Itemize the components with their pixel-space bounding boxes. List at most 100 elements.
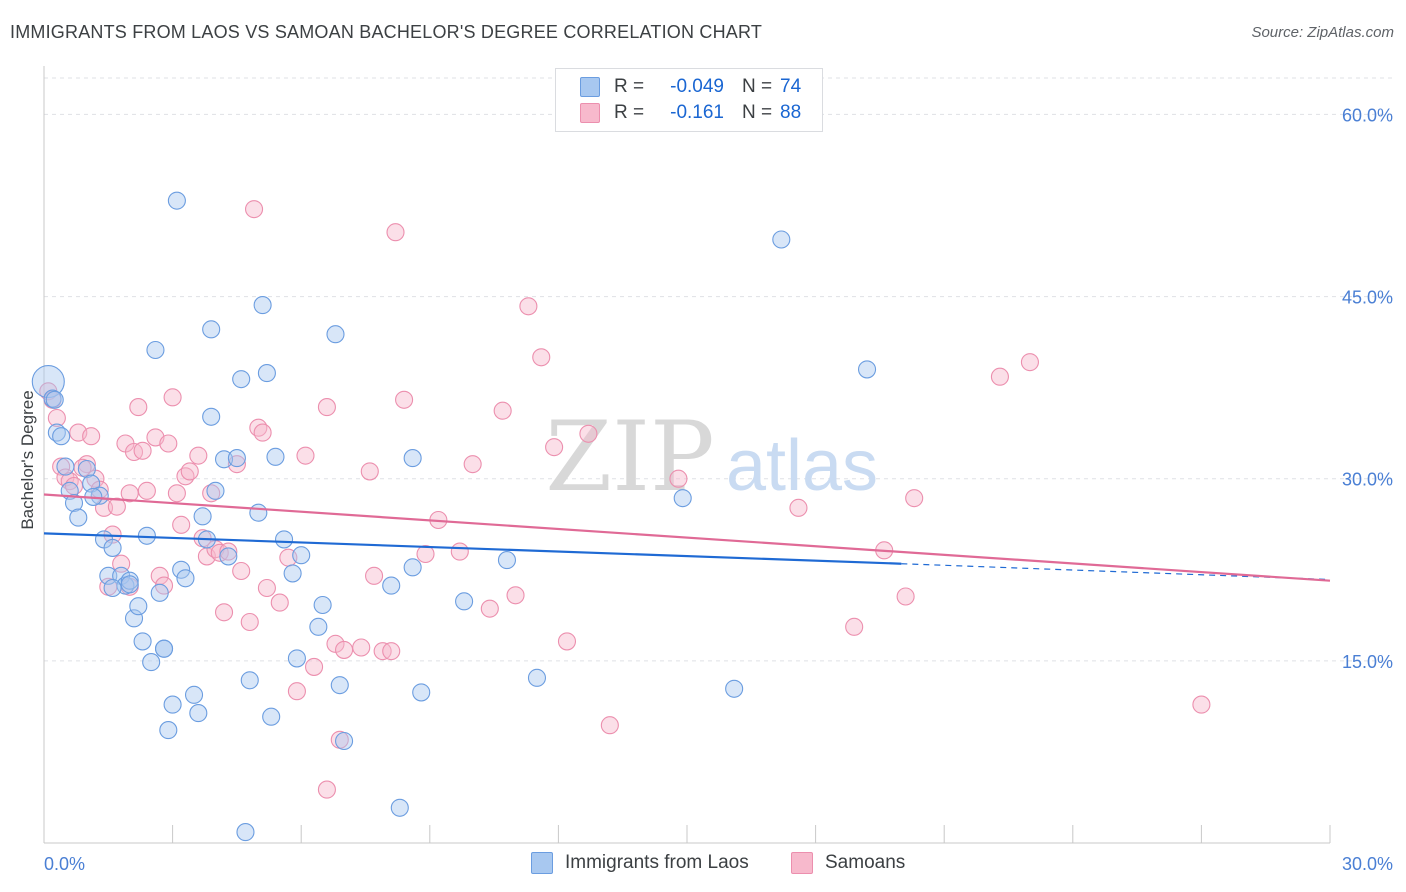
samoans-point [257, 578, 276, 598]
laos-point [253, 296, 272, 315]
series-laos [31, 191, 877, 842]
samoans-point [789, 498, 808, 517]
legend-n-value: 88 [780, 102, 802, 123]
laos-point [275, 530, 294, 549]
laos-point [403, 558, 422, 577]
samoans-point [270, 593, 289, 612]
laos-point [64, 493, 84, 513]
samoans-point [382, 642, 401, 661]
samoans-point [669, 469, 688, 488]
samoans-point [506, 586, 525, 605]
watermark: ZIP atlas [545, 401, 878, 513]
bottom-legend-label-samoans: Samoans [825, 852, 906, 873]
axes [43, 66, 1331, 844]
laos-point [124, 609, 144, 628]
legend-row-samoans: R = -0.161 N = 88 [580, 101, 801, 125]
trend-line-laos [43, 532, 902, 565]
samoans-point [317, 398, 336, 417]
legend-row-laos: R = -0.049 N = 74 [580, 75, 801, 99]
samoans-point [129, 398, 148, 417]
samoans-point [1020, 353, 1039, 372]
samoans-point [180, 462, 199, 481]
samoans-point [600, 716, 619, 735]
tick-labels: 15.0% 30.0% 45.0% 60.0% 0.0% 30.0% [44, 105, 1393, 874]
samoans-point [189, 446, 208, 465]
samoans-point [519, 297, 538, 316]
samoans-point [296, 446, 315, 465]
laos-point [103, 538, 122, 557]
laos-point [772, 230, 791, 249]
samoans-point [159, 434, 178, 453]
samoans-point [463, 455, 482, 474]
laos-point [725, 679, 744, 698]
trend-lines [43, 493, 1331, 582]
legend-r-value: -0.049 [670, 76, 724, 97]
trend-line-samoans [43, 493, 1331, 582]
x-tick-label: 0.0% [44, 854, 85, 874]
y-tick-label: 45.0% [1342, 288, 1393, 308]
laos-point [31, 365, 65, 399]
samoans-point [480, 599, 499, 618]
samoans-point [990, 367, 1009, 386]
y-tick-label: 30.0% [1342, 470, 1393, 490]
laos-point [330, 676, 349, 695]
laos-point [163, 695, 182, 714]
laos-point [227, 449, 246, 468]
laos-point [219, 547, 238, 566]
samoans-point [896, 587, 915, 606]
laos-point [527, 668, 547, 687]
laos-point [172, 560, 191, 579]
laos-point [249, 503, 268, 522]
laos-point [412, 683, 431, 702]
laos-point [283, 564, 302, 583]
laos-point [103, 578, 122, 598]
laos-point [326, 325, 345, 344]
bottom-legend-label-laos: Immigrants from Laos [565, 852, 749, 873]
bottom-legend-swatch-laos [531, 852, 553, 874]
samoans-point [163, 388, 182, 407]
laos-point [309, 617, 328, 636]
laos-point [313, 595, 332, 615]
samoans-point [240, 612, 259, 632]
samoans-point [386, 223, 405, 242]
y-tick-label: 60.0% [1342, 105, 1393, 125]
samoans-point [287, 682, 306, 701]
samoans-point [82, 427, 101, 446]
samoans-point [133, 441, 152, 460]
watermark-atlas: atlas [726, 426, 878, 506]
series-samoans [39, 200, 1211, 799]
laos-point [184, 685, 204, 704]
laos-point [167, 191, 186, 210]
laos-point [214, 450, 234, 469]
samoans-point [232, 561, 251, 581]
samoans-point [1192, 695, 1211, 714]
legend-r-label: R = [614, 102, 645, 123]
laos-point [159, 721, 178, 740]
laos-point [189, 704, 208, 723]
laos-point [335, 731, 354, 751]
laos-point [206, 481, 225, 500]
samoans-point [365, 566, 384, 585]
samoans-point [253, 423, 272, 442]
samoans-point [557, 632, 577, 651]
laos-point [455, 592, 474, 611]
laos-point [202, 320, 221, 339]
laos-point [120, 575, 139, 594]
samoans-point [416, 544, 435, 564]
laos-point [193, 507, 212, 526]
laos-point [99, 566, 118, 585]
samoans-point [360, 462, 379, 481]
samoans-point [172, 515, 191, 534]
legend-r-label: R = [614, 76, 645, 97]
laos-point [857, 360, 877, 379]
laos-point [176, 569, 195, 588]
y-tick-label: 15.0% [1342, 652, 1393, 672]
legend-swatch-laos [580, 77, 600, 97]
legend-r-value: -0.161 [670, 102, 724, 123]
laos-point [257, 364, 276, 383]
samoans-point [905, 489, 924, 508]
laos-point [150, 583, 169, 602]
bottom-legend-samoans: Samoans [791, 852, 905, 874]
laos-point [232, 370, 251, 389]
